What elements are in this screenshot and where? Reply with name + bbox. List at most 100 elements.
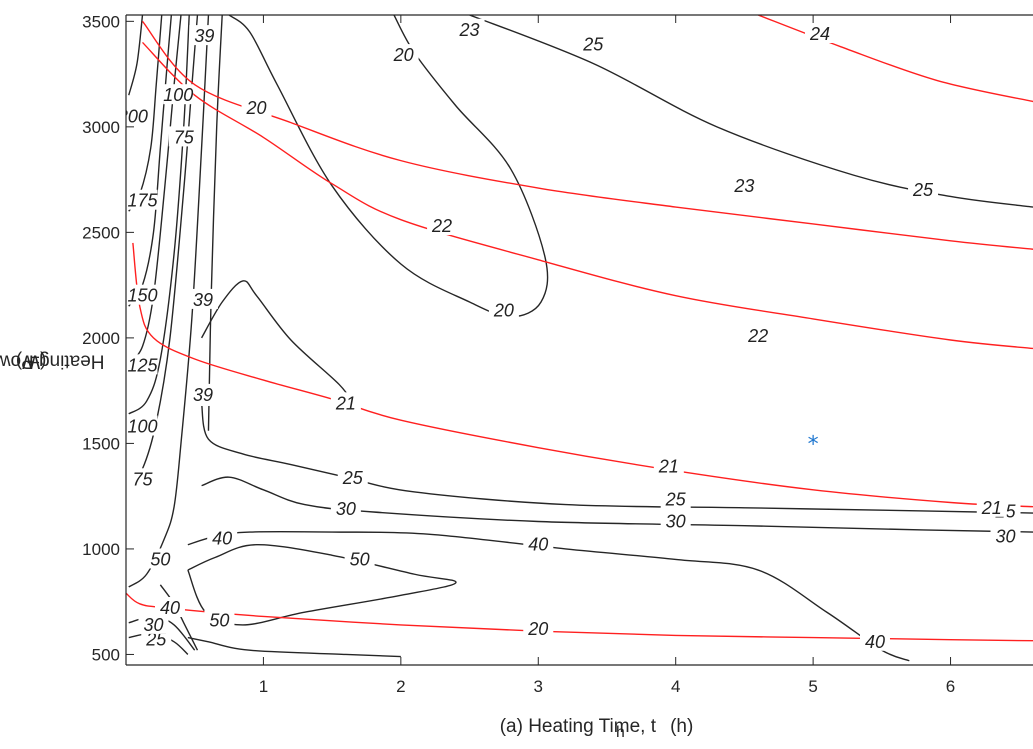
black-contour-label: 30 bbox=[143, 615, 163, 635]
optimum-marker: * bbox=[808, 432, 819, 457]
contour-label-bg bbox=[344, 548, 375, 569]
contour-label-bg bbox=[859, 630, 890, 651]
black-contour-label: 30 bbox=[336, 499, 356, 519]
black-contour-line-20 bbox=[228, 15, 549, 318]
black-contour-label: 30 bbox=[995, 526, 1015, 546]
contour-label-bg bbox=[330, 497, 361, 518]
optimum-marker-symbol: * bbox=[808, 432, 819, 457]
contour-label-bg bbox=[523, 533, 554, 554]
black-contour-label: 75 bbox=[174, 127, 195, 147]
x-tick-label: 2 bbox=[396, 677, 405, 696]
black-contour-label: 25 bbox=[582, 35, 604, 55]
contour-label-bg bbox=[729, 174, 760, 195]
contour-label-bg bbox=[976, 496, 1007, 517]
x-tick-label: 3 bbox=[534, 677, 543, 696]
black-contour-label: 40 bbox=[212, 528, 232, 548]
contour-label-bg bbox=[388, 44, 419, 65]
red-contour-label: 20 bbox=[527, 619, 548, 639]
black-contour-label: 175 bbox=[127, 191, 158, 211]
contour-label-bg bbox=[168, 126, 199, 147]
contour-label-bg bbox=[908, 179, 939, 200]
contour-label-bg bbox=[189, 25, 220, 46]
red-contour-line-21 bbox=[132, 242, 1033, 508]
black-contour-label: 100 bbox=[127, 417, 157, 437]
black-contour-label: 39 bbox=[193, 290, 213, 310]
red-contour-label: 23 bbox=[459, 20, 480, 40]
contour-label-bg bbox=[127, 468, 158, 489]
black-contour-line-30 bbox=[200, 280, 354, 404]
x-axis-title: (a) Heating Time, th (h) bbox=[499, 716, 694, 741]
contour-label-bg bbox=[127, 284, 158, 305]
black-contour-label: 20 bbox=[493, 300, 514, 320]
contour-label-bg bbox=[207, 527, 238, 548]
x-tick-label: 5 bbox=[808, 677, 817, 696]
black-contour-label: 20 bbox=[246, 98, 267, 118]
black-contour-label: 39 bbox=[193, 385, 213, 405]
black-contour-label: 50 bbox=[209, 611, 229, 631]
x-tick-label: 4 bbox=[671, 677, 680, 696]
black-contour-label: 75 bbox=[132, 469, 153, 489]
contour-label-bg bbox=[127, 415, 158, 436]
y-tick-label: 1500 bbox=[82, 434, 120, 453]
contour-label-bg bbox=[127, 189, 158, 210]
contour-label-bg bbox=[337, 467, 368, 488]
contour-label-bg bbox=[154, 597, 185, 618]
contour-label-bg bbox=[187, 383, 218, 404]
red-contour-label: 24 bbox=[809, 24, 830, 44]
contour-label-bg bbox=[163, 84, 194, 105]
contour-label-bg bbox=[241, 96, 272, 117]
contour-label-bg bbox=[204, 609, 235, 630]
contour-label-bg bbox=[330, 392, 361, 413]
red-contour-label: 22 bbox=[431, 216, 452, 236]
contour-label-bg bbox=[454, 18, 485, 39]
contour-label-bg bbox=[127, 354, 158, 375]
black-contour-label: 40 bbox=[160, 598, 180, 618]
black-contour-label: 25 bbox=[912, 180, 934, 200]
black-contour-label: 150 bbox=[127, 286, 157, 306]
black-contour-label: 50 bbox=[350, 549, 370, 569]
contour-label-bg bbox=[427, 215, 458, 236]
red-contour-line-22 bbox=[141, 41, 1033, 350]
red-contour-line-24 bbox=[757, 15, 1033, 103]
black-contour-label: 25 bbox=[145, 630, 167, 650]
y-tick-label: 2500 bbox=[82, 223, 120, 242]
x-tick-label: 1 bbox=[259, 677, 268, 696]
red-contour-line-20 bbox=[126, 592, 1033, 642]
black-contour-line-25 bbox=[469, 15, 1033, 208]
contour-label-bg bbox=[743, 324, 774, 345]
contour-label-bg bbox=[660, 510, 691, 531]
black-contour-label: 125 bbox=[127, 355, 158, 375]
red-contour-label: 23 bbox=[733, 176, 754, 196]
black-contour-label: 30 bbox=[666, 511, 686, 531]
contour-labels: 2525202020252525303030404040505030253040… bbox=[117, 18, 1021, 652]
black-contour-line-30 bbox=[201, 476, 1033, 533]
red-contour-label: 22 bbox=[747, 326, 768, 346]
contour-label-bg bbox=[523, 618, 554, 639]
y-tick-label: 3500 bbox=[82, 12, 120, 31]
black-contour-label: 39 bbox=[194, 26, 214, 46]
black-contour-label: 200 bbox=[117, 106, 148, 126]
black-contour-label: 40 bbox=[865, 632, 885, 652]
y-tick-label: 1000 bbox=[82, 540, 120, 559]
red-contour-line-23 bbox=[141, 20, 1033, 250]
y-tick-label: 2000 bbox=[82, 329, 120, 348]
contour-label-bg bbox=[145, 548, 176, 569]
contour-label-bg bbox=[126, 105, 148, 126]
contour-label-bg bbox=[187, 288, 218, 309]
black-contour-line-25 bbox=[200, 403, 1033, 514]
red-contour-label: 21 bbox=[981, 498, 1002, 518]
black-contour-label: 40 bbox=[528, 535, 548, 555]
y-tick-label: 500 bbox=[92, 645, 120, 664]
black-contour-line-40 bbox=[187, 530, 910, 662]
red-contour-label: 21 bbox=[658, 457, 679, 477]
black-contour-label: 25 bbox=[342, 468, 364, 488]
contour-label-bg bbox=[488, 299, 519, 320]
contour-label-bg bbox=[990, 525, 1021, 546]
black-contour-line-20 bbox=[187, 636, 401, 658]
red-contour-label: 21 bbox=[335, 393, 356, 413]
contour-label-bg bbox=[138, 613, 169, 634]
contour-label-bg bbox=[660, 488, 691, 509]
black-contour-label: 100 bbox=[163, 85, 193, 105]
